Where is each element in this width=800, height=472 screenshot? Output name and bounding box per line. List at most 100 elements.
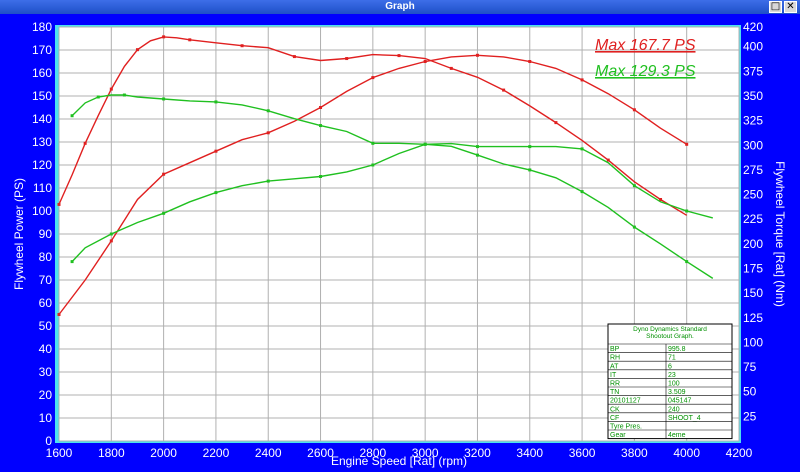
data-point [162,35,166,39]
data-point [70,114,74,118]
data-point [580,147,584,151]
x-tick-label: 2400 [255,446,282,460]
y-right-tick-label: 300 [743,138,763,152]
data-point [57,313,61,316]
y-right-tick-label: 100 [743,335,763,349]
left-axis-ticks: 0 10 20 30 40 50 60 70 80 90 100 110 120 130 140 150 160… [32,20,52,448]
data-point [266,131,270,135]
series-layer [57,35,714,316]
data-point [109,87,113,91]
data-point [122,93,126,97]
data-point [528,168,532,172]
data-point [240,44,244,48]
y-tick-label: 180 [32,20,52,34]
data-point [162,97,166,101]
y-right-tick-label: 125 [743,311,763,325]
info-row-key: Tyre Pres. [610,424,642,431]
info-row-key: 20101127 [610,398,641,405]
x-axis-label: Engine Speed [Rat] (rpm) [331,454,467,468]
data-point [319,124,323,128]
restore-button[interactable]: □ [769,1,782,13]
data-point [423,142,427,146]
series-line-3 [71,94,714,279]
data-point [449,66,453,70]
data-point [57,202,61,206]
info-box-title: Shootout Graph. [646,333,694,340]
max-power-annotation: Max 167.7 PS [595,37,696,54]
x-axis-ticks: 1600 1800 2000 2200 2400 2600 2800 3000 3200 3400… [46,446,753,460]
data-point [371,163,375,167]
y-right-tick-label: 325 [743,114,763,128]
y-tick-label: 120 [32,158,52,172]
data-point [502,88,506,92]
info-row-value: 71 [668,355,676,362]
data-point [528,60,532,63]
close-button[interactable]: ✕ [784,1,797,13]
info-row-value: 995.8 [668,346,686,353]
data-point [266,179,270,183]
data-point [685,142,689,146]
y-right-tick-label: 275 [743,163,763,177]
data-point [135,48,139,52]
x-tick-label: 4000 [673,446,700,460]
info-box-frame [607,323,733,440]
info-row-key: CF [610,415,619,422]
window-title: Graph [385,1,415,12]
data-point [632,184,636,188]
x-tick-label: 3600 [569,446,596,460]
x-tick-label: 3800 [621,446,648,460]
x-tick-label: 3400 [516,446,543,460]
info-row-key: IT [610,372,617,379]
right-axis-ticks: 25 50 75 100 125 150 175 200 225 250 275 300 325 350 3… [743,20,763,423]
info-row-value: 100 [668,381,680,388]
x-tick-label: 4200 [726,446,753,460]
data-point [214,100,218,104]
dyno-chart: 0 10 20 30 40 50 60 70 80 90 100 110 120 130 140 150 160… [12,20,787,468]
data-point [214,149,218,153]
data-point [83,141,87,145]
info-row-key: RR [610,381,620,388]
y-right-tick-label: 200 [743,237,763,251]
y-axis-label-right: Flywheel Torque [Rat] (Nm) [773,161,787,307]
x-tick-label: 1800 [98,446,125,460]
x-tick-label: 2800 [359,446,386,460]
y-tick-label: 70 [39,273,53,287]
info-row-value: 4eme [668,432,686,439]
data-point [162,172,166,176]
data-point [423,60,427,63]
y-tick-label: 140 [32,112,52,126]
info-row-value: SHOOT_4 [668,415,701,422]
y-right-tick-label: 250 [743,188,763,202]
info-row-value: 240 [668,406,680,413]
data-point [214,191,218,195]
data-point [606,158,610,162]
data-point [685,260,689,264]
info-row-value: 045147 [668,398,691,405]
series-line-1 [58,36,688,216]
data-point [70,260,74,264]
x-tick-label: 2000 [150,446,177,460]
y-right-tick-label: 75 [743,360,757,374]
y-tick-label: 20 [39,388,53,402]
info-row-value: 6 [668,363,672,370]
x-tick-label: 3000 [412,446,439,460]
x-tick-label: 2200 [203,446,230,460]
y-tick-label: 50 [39,319,53,333]
data-point [685,209,689,213]
y-tick-label: 100 [32,204,52,218]
y-tick-label: 150 [32,89,52,103]
y-tick-label: 60 [39,296,53,310]
info-row-value: 23 [668,372,676,379]
data-point [580,78,584,82]
y-right-tick-label: 420 [743,20,763,34]
y-right-tick-label: 25 [743,409,757,423]
data-point [371,141,375,145]
y-tick-label: 30 [39,365,53,379]
y-right-tick-label: 375 [743,64,763,78]
y-tick-label: 40 [39,342,53,356]
x-tick-label: 3200 [464,446,491,460]
data-point [632,225,636,229]
window-titlebar: Graph □ ✕ [0,0,800,14]
y-tick-label: 10 [39,411,53,425]
info-row-value: 3.509 [668,389,686,396]
